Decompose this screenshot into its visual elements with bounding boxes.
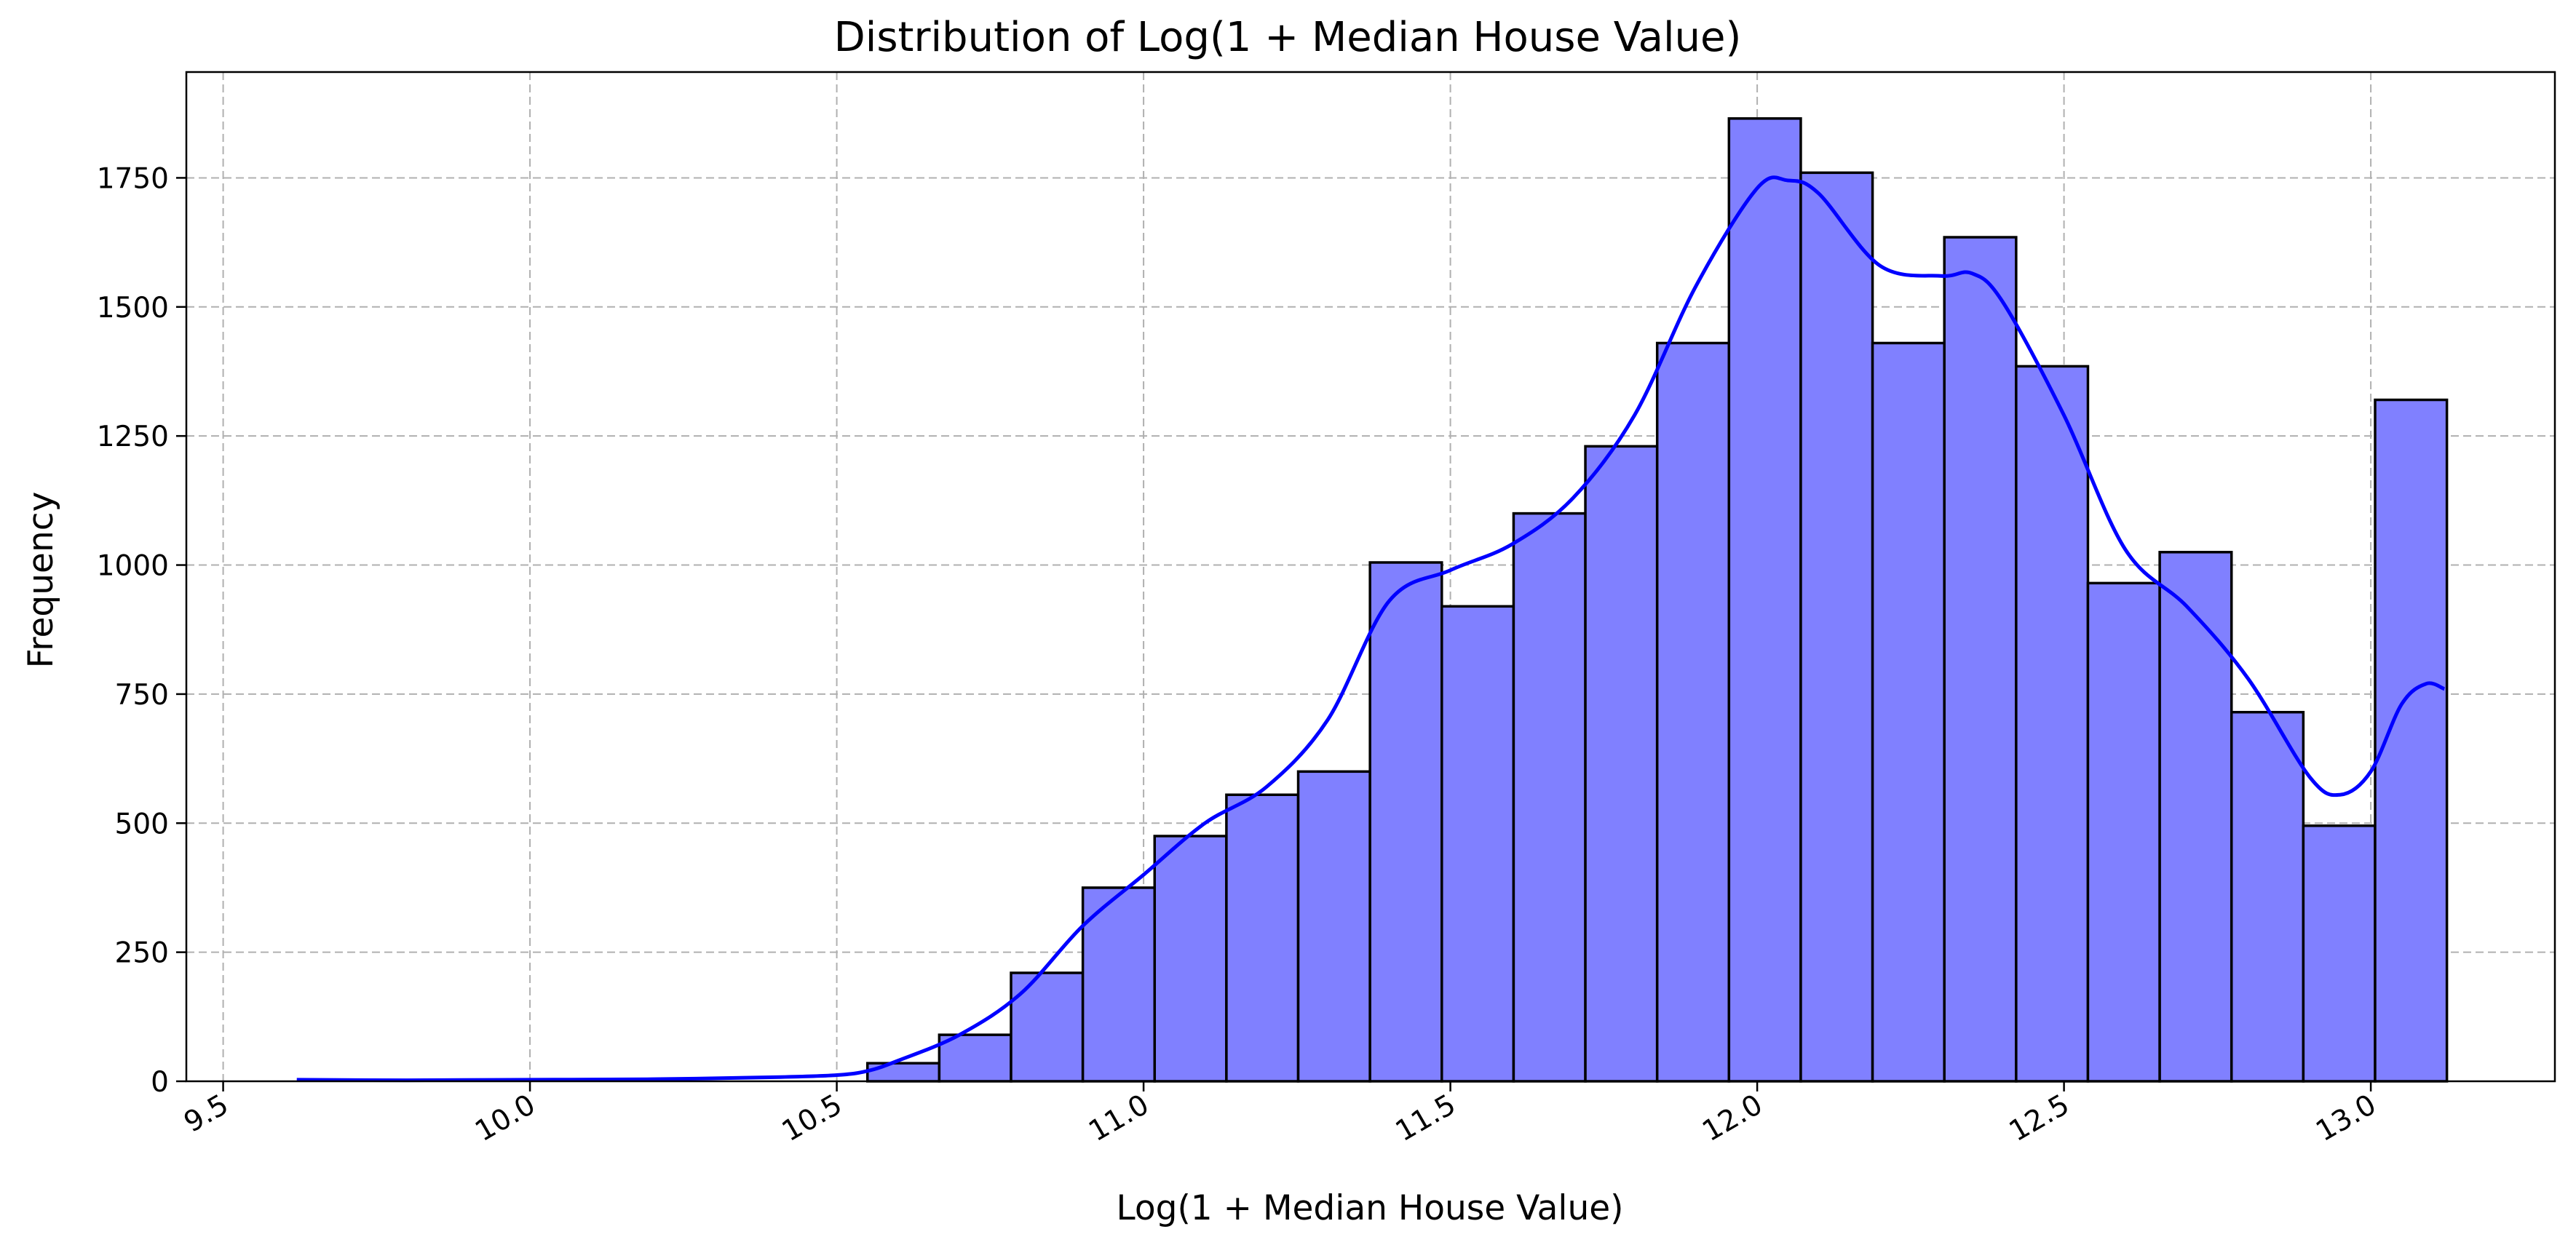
histogram-bar: [1368, 561, 1443, 1083]
histogram-bar: [2086, 581, 2161, 1083]
histogram-bar: [1296, 770, 1371, 1083]
y-axis-ticks: 0 250 500 750 1000 1250 1500 1750: [97, 162, 186, 1099]
y-tick-label: 0: [151, 1066, 169, 1099]
plot-frame: [185, 71, 2556, 1083]
histogram-bar: [1584, 445, 1659, 1083]
y-tick-label: 250: [115, 937, 169, 970]
y-axis-label: Frequency: [21, 492, 61, 669]
histogram-bar: [1727, 117, 1802, 1083]
y-tick-label: 500: [115, 808, 169, 840]
histogram-bar: [1440, 605, 1515, 1083]
y-tick-label: 1000: [97, 550, 169, 583]
histogram-bar: [865, 1062, 941, 1083]
histogram-bar: [2230, 710, 2305, 1083]
chart-title: Distribution of Log(1 + Median House Val…: [834, 14, 1742, 61]
histogram-bar: [1871, 341, 1946, 1083]
histogram-bar: [2302, 824, 2377, 1083]
histogram-bar: [1799, 171, 1874, 1083]
histogram-bar: [1512, 512, 1587, 1083]
x-axis-label: Log(1 + Median House Value): [1117, 1188, 1624, 1228]
histogram-bar: [1225, 793, 1300, 1083]
histogram-bar: [2015, 365, 2090, 1083]
histogram-bar: [2158, 551, 2233, 1083]
histogram-bar: [1153, 835, 1228, 1083]
histogram-bar: [1943, 236, 2018, 1083]
histogram-bars: [865, 117, 2449, 1083]
y-tick-label: 1500: [97, 292, 169, 325]
y-tick-label: 750: [115, 679, 169, 712]
histogram-bar: [1655, 341, 1731, 1083]
histogram-bar: [1010, 971, 1085, 1083]
kde-curve: [296, 175, 2446, 1083]
y-tick-label: 1250: [97, 421, 169, 453]
kde-line: [296, 175, 2446, 1083]
y-tick-label: 1750: [97, 162, 169, 195]
histogram-bar: [2374, 398, 2449, 1083]
histogram-bar: [938, 1033, 1012, 1083]
